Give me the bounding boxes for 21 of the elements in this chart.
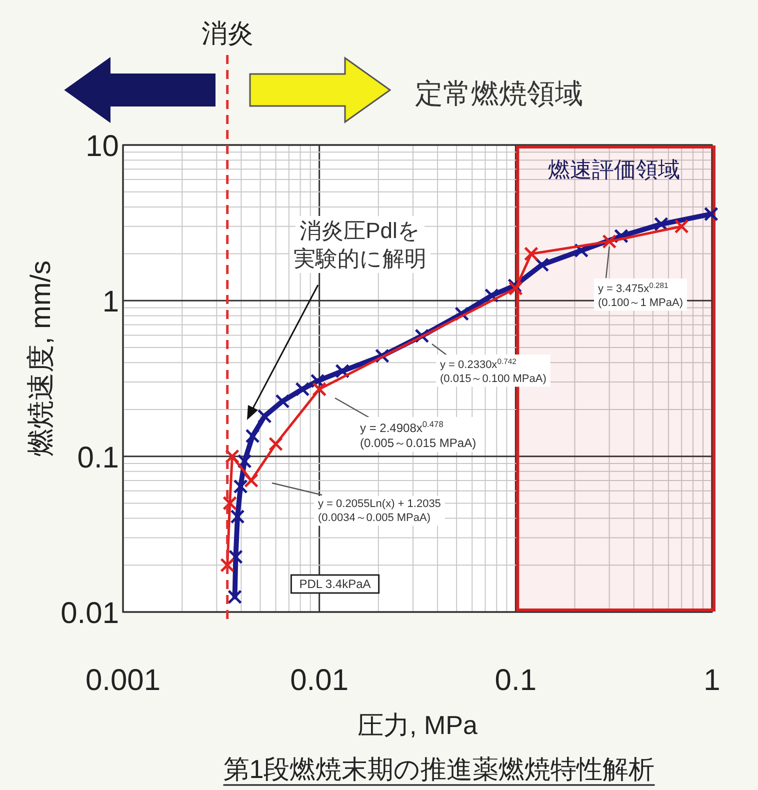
annotation: y = 0.2330x$^{0.742}$ (0.015～0.100 MPaA) [440,356,546,385]
annotation: y = 3.475x$^{0.281}$ (0.100～1 MPaA) [598,280,683,309]
text: 第1段燃焼末期の推進薬燃焼特性解析 [223,754,655,784]
y-axis-title: 燃焼速度, mm/s [25,260,56,456]
y-tick-label: 10 [86,130,119,163]
x-tick-label: 0.001 [85,664,161,697]
annotation: y = 2.4908x$^{0.478}$ (0.005～0.015 MPaA) [360,419,476,450]
annotation: PDL 3.4kPaA [299,577,371,591]
text: 定常燃焼領域 [415,78,583,109]
y-tick-label: 0.1 [77,441,119,474]
ref-line-label: 消炎 [201,18,254,48]
x-tick-label: 1 [704,664,720,697]
band-label: 燃速評価領域 [548,157,680,182]
x-tick-label: 0.01 [290,664,349,697]
annotation: y = 0.2055Ln(x) + 1.2035 (0.0034～0.005 MPaA) [318,498,441,524]
y-tick-label: 0.01 [60,597,119,630]
annotation: 消炎圧Pdlを [300,218,420,243]
x-axis-title: 圧力, MPa [358,710,478,740]
annotation: 実験的に解明 [294,246,426,271]
x-tick-label: 0.1 [494,664,537,697]
y-tick-label: 1 [102,286,119,319]
